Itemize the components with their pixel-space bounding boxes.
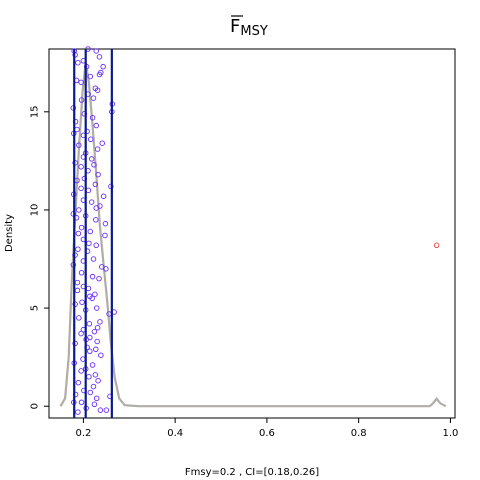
data-point — [99, 140, 105, 146]
plot-frame — [48, 48, 456, 419]
data-point — [93, 242, 100, 249]
data-point — [92, 291, 98, 298]
data-point — [76, 142, 82, 148]
chart-title: FMSY — [230, 15, 268, 39]
y-tick-label: 15 — [30, 105, 41, 118]
data-point — [86, 240, 92, 247]
data-point — [75, 379, 82, 386]
data-point — [75, 409, 81, 415]
data-point — [92, 372, 99, 378]
data-point — [92, 181, 99, 188]
data-point — [80, 356, 86, 362]
data-point — [94, 146, 101, 152]
data-point — [78, 185, 84, 192]
x-tick-label: 1.0 — [442, 428, 458, 439]
data-point — [76, 207, 82, 213]
data-point — [90, 256, 97, 262]
points-layer — [70, 46, 117, 415]
y-tick-label: 0 — [30, 403, 41, 409]
density-layer — [59, 62, 447, 408]
data-point — [88, 199, 95, 205]
data-point — [102, 232, 108, 239]
data-point — [78, 224, 85, 231]
data-point — [103, 266, 109, 272]
data-point — [74, 279, 81, 286]
data-point — [87, 228, 94, 235]
data-point — [93, 205, 100, 211]
y-axis: 0 5 10 15 — [30, 105, 49, 409]
data-point — [89, 295, 95, 302]
x-tick-label: 0.4 — [167, 428, 183, 439]
data-point — [78, 79, 84, 86]
data-point — [78, 270, 85, 276]
data-point — [85, 187, 92, 194]
data-point — [96, 71, 103, 78]
data-point — [91, 162, 97, 168]
data-point — [97, 407, 104, 413]
density-curve — [59, 62, 447, 408]
data-point — [90, 383, 97, 390]
x-tick-label: 0.2 — [75, 428, 91, 439]
data-point — [78, 97, 85, 103]
data-point — [85, 285, 92, 292]
title-main: F — [230, 16, 240, 37]
data-point — [91, 328, 98, 335]
x-tick-label: 0.8 — [351, 428, 367, 439]
data-point — [88, 156, 95, 162]
data-point — [93, 217, 99, 223]
data-point — [96, 275, 102, 282]
data-point — [91, 401, 98, 408]
data-point — [95, 171, 101, 178]
data-point — [100, 63, 106, 70]
data-point — [94, 324, 101, 331]
data-point — [96, 54, 103, 60]
data-point — [76, 315, 82, 321]
outlier-layer — [433, 242, 440, 249]
data-point — [98, 352, 104, 358]
data-point — [102, 220, 109, 227]
data-point — [90, 95, 97, 101]
x-axis: 0.2 0.4 0.6 0.8 1.0 — [75, 418, 458, 439]
x-tick-label: 0.6 — [259, 428, 275, 439]
data-point — [93, 122, 100, 129]
data-point — [86, 374, 92, 380]
data-point — [78, 399, 85, 406]
data-point — [74, 287, 81, 294]
data-point — [87, 73, 94, 80]
outlier-point — [433, 242, 440, 249]
data-point — [89, 273, 96, 280]
x-axis-label: Fmsy=0.2 , CI=[0.18,0.26] — [185, 467, 319, 478]
data-point — [79, 299, 85, 305]
data-point — [75, 230, 82, 237]
data-point — [89, 114, 96, 121]
data-point — [103, 407, 110, 413]
data-point — [95, 377, 101, 384]
data-point — [78, 330, 84, 337]
data-point — [78, 368, 84, 374]
data-point — [87, 389, 94, 396]
data-point — [89, 362, 96, 368]
data-point — [100, 193, 107, 199]
data-point — [74, 126, 80, 133]
ci-lines-layer — [73, 49, 113, 418]
data-point — [86, 321, 93, 327]
data-point — [97, 319, 103, 325]
data-point — [93, 346, 99, 353]
svg-text:FMSY: FMSY — [230, 16, 268, 39]
data-point — [87, 348, 93, 355]
data-point — [93, 48, 100, 54]
data-point — [87, 136, 94, 143]
data-point — [75, 59, 81, 66]
data-point — [93, 395, 100, 402]
data-point — [93, 305, 100, 311]
data-point — [78, 164, 84, 170]
data-point — [94, 338, 100, 345]
data-point — [94, 87, 101, 93]
y-tick-label: 10 — [30, 204, 41, 217]
y-tick-label: 5 — [30, 305, 41, 311]
title-subscript: MSY — [240, 24, 267, 39]
data-point — [75, 246, 81, 252]
y-axis-label: Density — [4, 214, 15, 252]
